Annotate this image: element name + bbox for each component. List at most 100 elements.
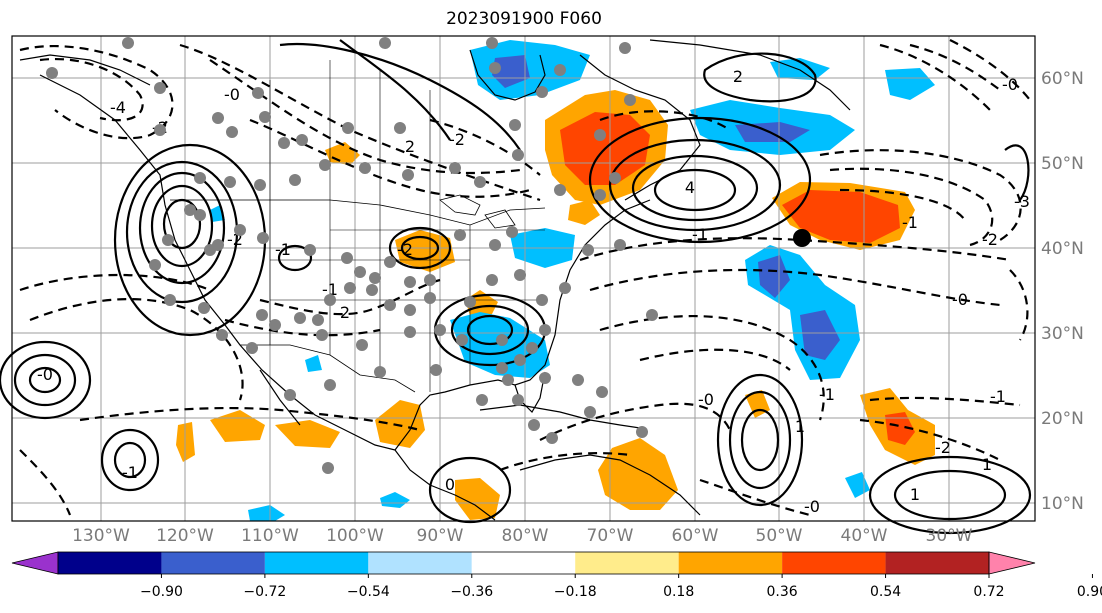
station-marker <box>154 124 166 136</box>
station-marker <box>546 432 558 444</box>
colorbar-tick-label: −0.72 <box>243 584 286 600</box>
lat-label: 10°N <box>1041 494 1084 514</box>
station-marker <box>514 269 526 281</box>
colorbar-ticks: −0.90 −0.72 −0.54 −0.36 −0.18 0.18 0.36 0.54 0.7… <box>140 574 1102 600</box>
station-marker <box>614 239 626 251</box>
contour-pacific-s-1 <box>100 428 160 492</box>
station-marker <box>514 354 526 366</box>
station-marker <box>366 284 378 296</box>
contour-ridge-west-2 <box>138 171 226 285</box>
station-marker <box>344 282 356 294</box>
colorbar-cells <box>11 551 1036 575</box>
station-marker <box>149 259 161 271</box>
colorbar-tick-label: −0.54 <box>347 584 390 600</box>
contour-label: -4 <box>110 98 126 117</box>
contour-dash-atl-2 <box>589 268 1001 307</box>
station-marker <box>646 309 658 321</box>
contour-label: 2 <box>733 67 743 86</box>
colorbar-tick-label: −0.90 <box>140 584 183 600</box>
station-marker <box>324 294 336 306</box>
station-marker <box>322 462 334 474</box>
lon-label: 30°W <box>926 526 973 546</box>
contour-midwest-1 <box>388 226 452 270</box>
contour-dash-mid-atl-1 <box>819 149 1022 241</box>
contour-label: -1 <box>902 213 918 232</box>
colorbar-tick-label: 0.54 <box>870 584 901 600</box>
contour-dash-mid-atl-3 <box>839 188 966 221</box>
station-marker <box>257 232 269 244</box>
contour-east-canada-3 <box>653 168 737 212</box>
contour-label: 4 <box>685 178 695 197</box>
station-marker <box>464 296 476 308</box>
map-title: 2023091900 F060 <box>446 9 602 29</box>
contour-label: 2 <box>340 303 350 322</box>
anomaly-darkblue-hudson <box>492 55 530 88</box>
anomaly-red-atlantic <box>782 190 900 243</box>
contour-label: -2 <box>449 130 465 149</box>
lat-label: 60°N <box>1041 69 1084 89</box>
map-panel: -4-22-224-2-1-12-2-1-0-1-3-2-2-1-00-01-1… <box>0 35 1036 535</box>
contour-dash-pacific-2 <box>19 273 211 292</box>
contour-pacific-sw-1 <box>0 340 92 420</box>
contour-far-east <box>1004 144 1030 201</box>
lat-label: 50°N <box>1041 154 1084 174</box>
contour-label: 2 <box>405 137 415 156</box>
coastline-baja <box>259 369 301 426</box>
contour-dash-alaska-1 <box>19 44 174 140</box>
station-marker <box>284 389 296 401</box>
station-marker <box>374 366 386 378</box>
station-marker <box>502 374 514 386</box>
contour-dash-greenland-2 <box>909 43 1001 91</box>
station-marker <box>454 229 466 241</box>
lon-label: 130°W <box>72 526 130 546</box>
contour-dash-pacific-1 <box>29 297 244 401</box>
station-marker <box>582 244 594 256</box>
anomaly-darkblue-labrador <box>735 122 810 142</box>
station-marker <box>319 159 331 171</box>
lat-label: 30°N <box>1041 324 1084 344</box>
station-marker <box>312 314 324 326</box>
colorbar-cell <box>575 552 679 574</box>
station-marker <box>528 419 540 431</box>
station-marker <box>269 319 281 331</box>
contour-dash-great-lakes <box>429 118 541 176</box>
contour-label: -1 <box>122 463 138 482</box>
lon-label: 60°W <box>672 526 719 546</box>
station-marker <box>536 86 548 98</box>
station-marker <box>304 244 316 256</box>
station-marker <box>624 94 636 106</box>
station-marker <box>226 126 238 138</box>
contour-dash-greenland-3 <box>949 39 1031 101</box>
contour-gulf-ca <box>428 456 512 524</box>
station-marker <box>212 112 224 124</box>
dashed-contours <box>19 39 1031 517</box>
station-marker <box>584 406 596 418</box>
station-marker <box>252 87 264 99</box>
contour-dash-us-1 <box>259 278 441 316</box>
lat-label: 20°N <box>1041 409 1084 429</box>
anomaly-blue-pacific2 <box>380 492 410 508</box>
contour-label: -1 <box>819 385 835 404</box>
contour-atl-se-2 <box>893 469 1007 521</box>
contour-label: -1 <box>275 240 291 259</box>
anomaly-orange-tropic1 <box>598 438 678 510</box>
contour-dash-greenland-1 <box>879 43 991 111</box>
colorbar-cell <box>471 552 576 574</box>
colorbar-tick-label: 0.36 <box>767 584 798 600</box>
anomaly-orange-ne <box>568 200 600 225</box>
lon-label: 100°W <box>326 526 384 546</box>
station-marker <box>496 362 508 374</box>
station-marker <box>259 111 271 123</box>
contour-dash-east-2 <box>859 418 1001 461</box>
station-marker <box>512 149 524 161</box>
station-marker <box>379 37 391 49</box>
contour-dash-tropic-1 <box>539 402 731 441</box>
station-marker <box>474 176 486 188</box>
lon-label: 40°W <box>841 526 888 546</box>
station-marker <box>554 64 566 76</box>
station-marker <box>619 42 631 54</box>
lon-label: 120°W <box>156 526 214 546</box>
contour-southeast-3 <box>466 314 514 346</box>
contour-dash-east-canada-ring <box>599 110 731 131</box>
contour-atl-se-1 <box>868 455 1032 535</box>
